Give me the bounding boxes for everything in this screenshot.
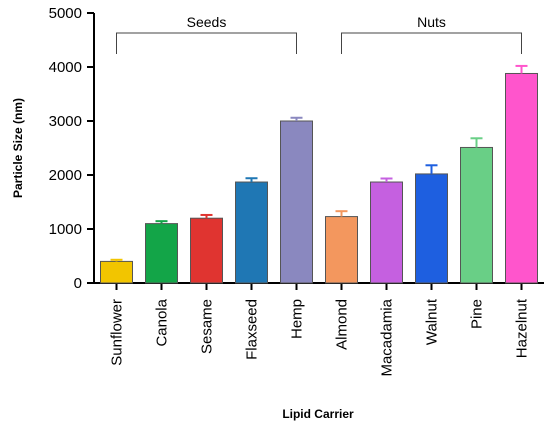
y-tick-label: 4000 bbox=[49, 59, 82, 76]
category-label-macadamia: Macadamia bbox=[379, 298, 396, 376]
bar-hazelnut bbox=[505, 72, 538, 284]
bar-macadamia bbox=[370, 181, 403, 284]
bar-almond bbox=[325, 216, 358, 284]
bar-series bbox=[100, 72, 538, 284]
y-tick-label: 5000 bbox=[49, 5, 82, 22]
category-label-hemp: Hemp bbox=[289, 299, 306, 339]
group-label-nuts: Nuts bbox=[417, 14, 446, 30]
category-label-canola: Canola bbox=[154, 298, 171, 346]
bar-walnut bbox=[415, 173, 448, 284]
category-label-walnut: Walnut bbox=[424, 298, 441, 345]
group-bracket-nuts bbox=[341, 32, 522, 54]
category-label-hazelnut: Hazelnut bbox=[514, 298, 531, 358]
bar-flaxseed bbox=[235, 181, 268, 284]
category-label-sesame: Sesame bbox=[199, 299, 216, 354]
y-tick-label: 0 bbox=[74, 275, 82, 292]
category-label-flaxseed: Flaxseed bbox=[244, 299, 261, 360]
bar-sesame bbox=[190, 217, 223, 284]
bar-canola bbox=[145, 223, 178, 284]
category-labels: Sunflower Canola Sesame Flaxseed Hemp Almond M… bbox=[109, 298, 531, 376]
bar-hemp bbox=[280, 120, 313, 284]
y-axis: 0 1000 2000 3000 4000 5000 bbox=[49, 5, 95, 292]
bar-sunflower bbox=[100, 260, 133, 284]
bar-pine bbox=[460, 146, 493, 284]
group-bracket-seeds bbox=[116, 32, 297, 54]
y-tick-label: 2000 bbox=[49, 167, 82, 184]
group-brackets: Seeds Nuts bbox=[116, 14, 522, 54]
x-axis bbox=[94, 282, 544, 290]
group-label-seeds: Seeds bbox=[187, 14, 227, 30]
category-label-pine: Pine bbox=[469, 299, 486, 329]
y-tick-label: 3000 bbox=[49, 113, 82, 130]
x-axis-title: Lipid Carrier bbox=[282, 407, 354, 421]
category-label-almond: Almond bbox=[334, 299, 351, 350]
error-bars bbox=[110, 64, 528, 262]
y-tick-label: 1000 bbox=[49, 221, 82, 238]
y-axis-title: Particle Size (nm) bbox=[11, 98, 25, 198]
category-label-sunflower: Sunflower bbox=[109, 299, 126, 366]
